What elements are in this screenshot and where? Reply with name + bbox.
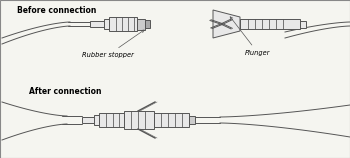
Polygon shape [213, 10, 240, 38]
Text: After connection: After connection [29, 87, 101, 96]
Bar [154, 113, 189, 127]
Text: Before connection: Before connection [17, 6, 97, 15]
Bar [90, 21, 104, 27]
Bar [124, 111, 154, 129]
Bar [109, 17, 137, 31]
Bar [94, 115, 99, 125]
Bar [82, 117, 94, 123]
Bar [145, 20, 150, 28]
Bar [300, 21, 306, 28]
Bar [137, 18, 145, 30]
Bar [189, 116, 195, 124]
Text: Plunger: Plunger [230, 17, 271, 56]
Bar [99, 113, 124, 127]
Bar [240, 19, 300, 29]
Bar [104, 19, 109, 29]
Text: Rubber stopper: Rubber stopper [82, 30, 144, 58]
